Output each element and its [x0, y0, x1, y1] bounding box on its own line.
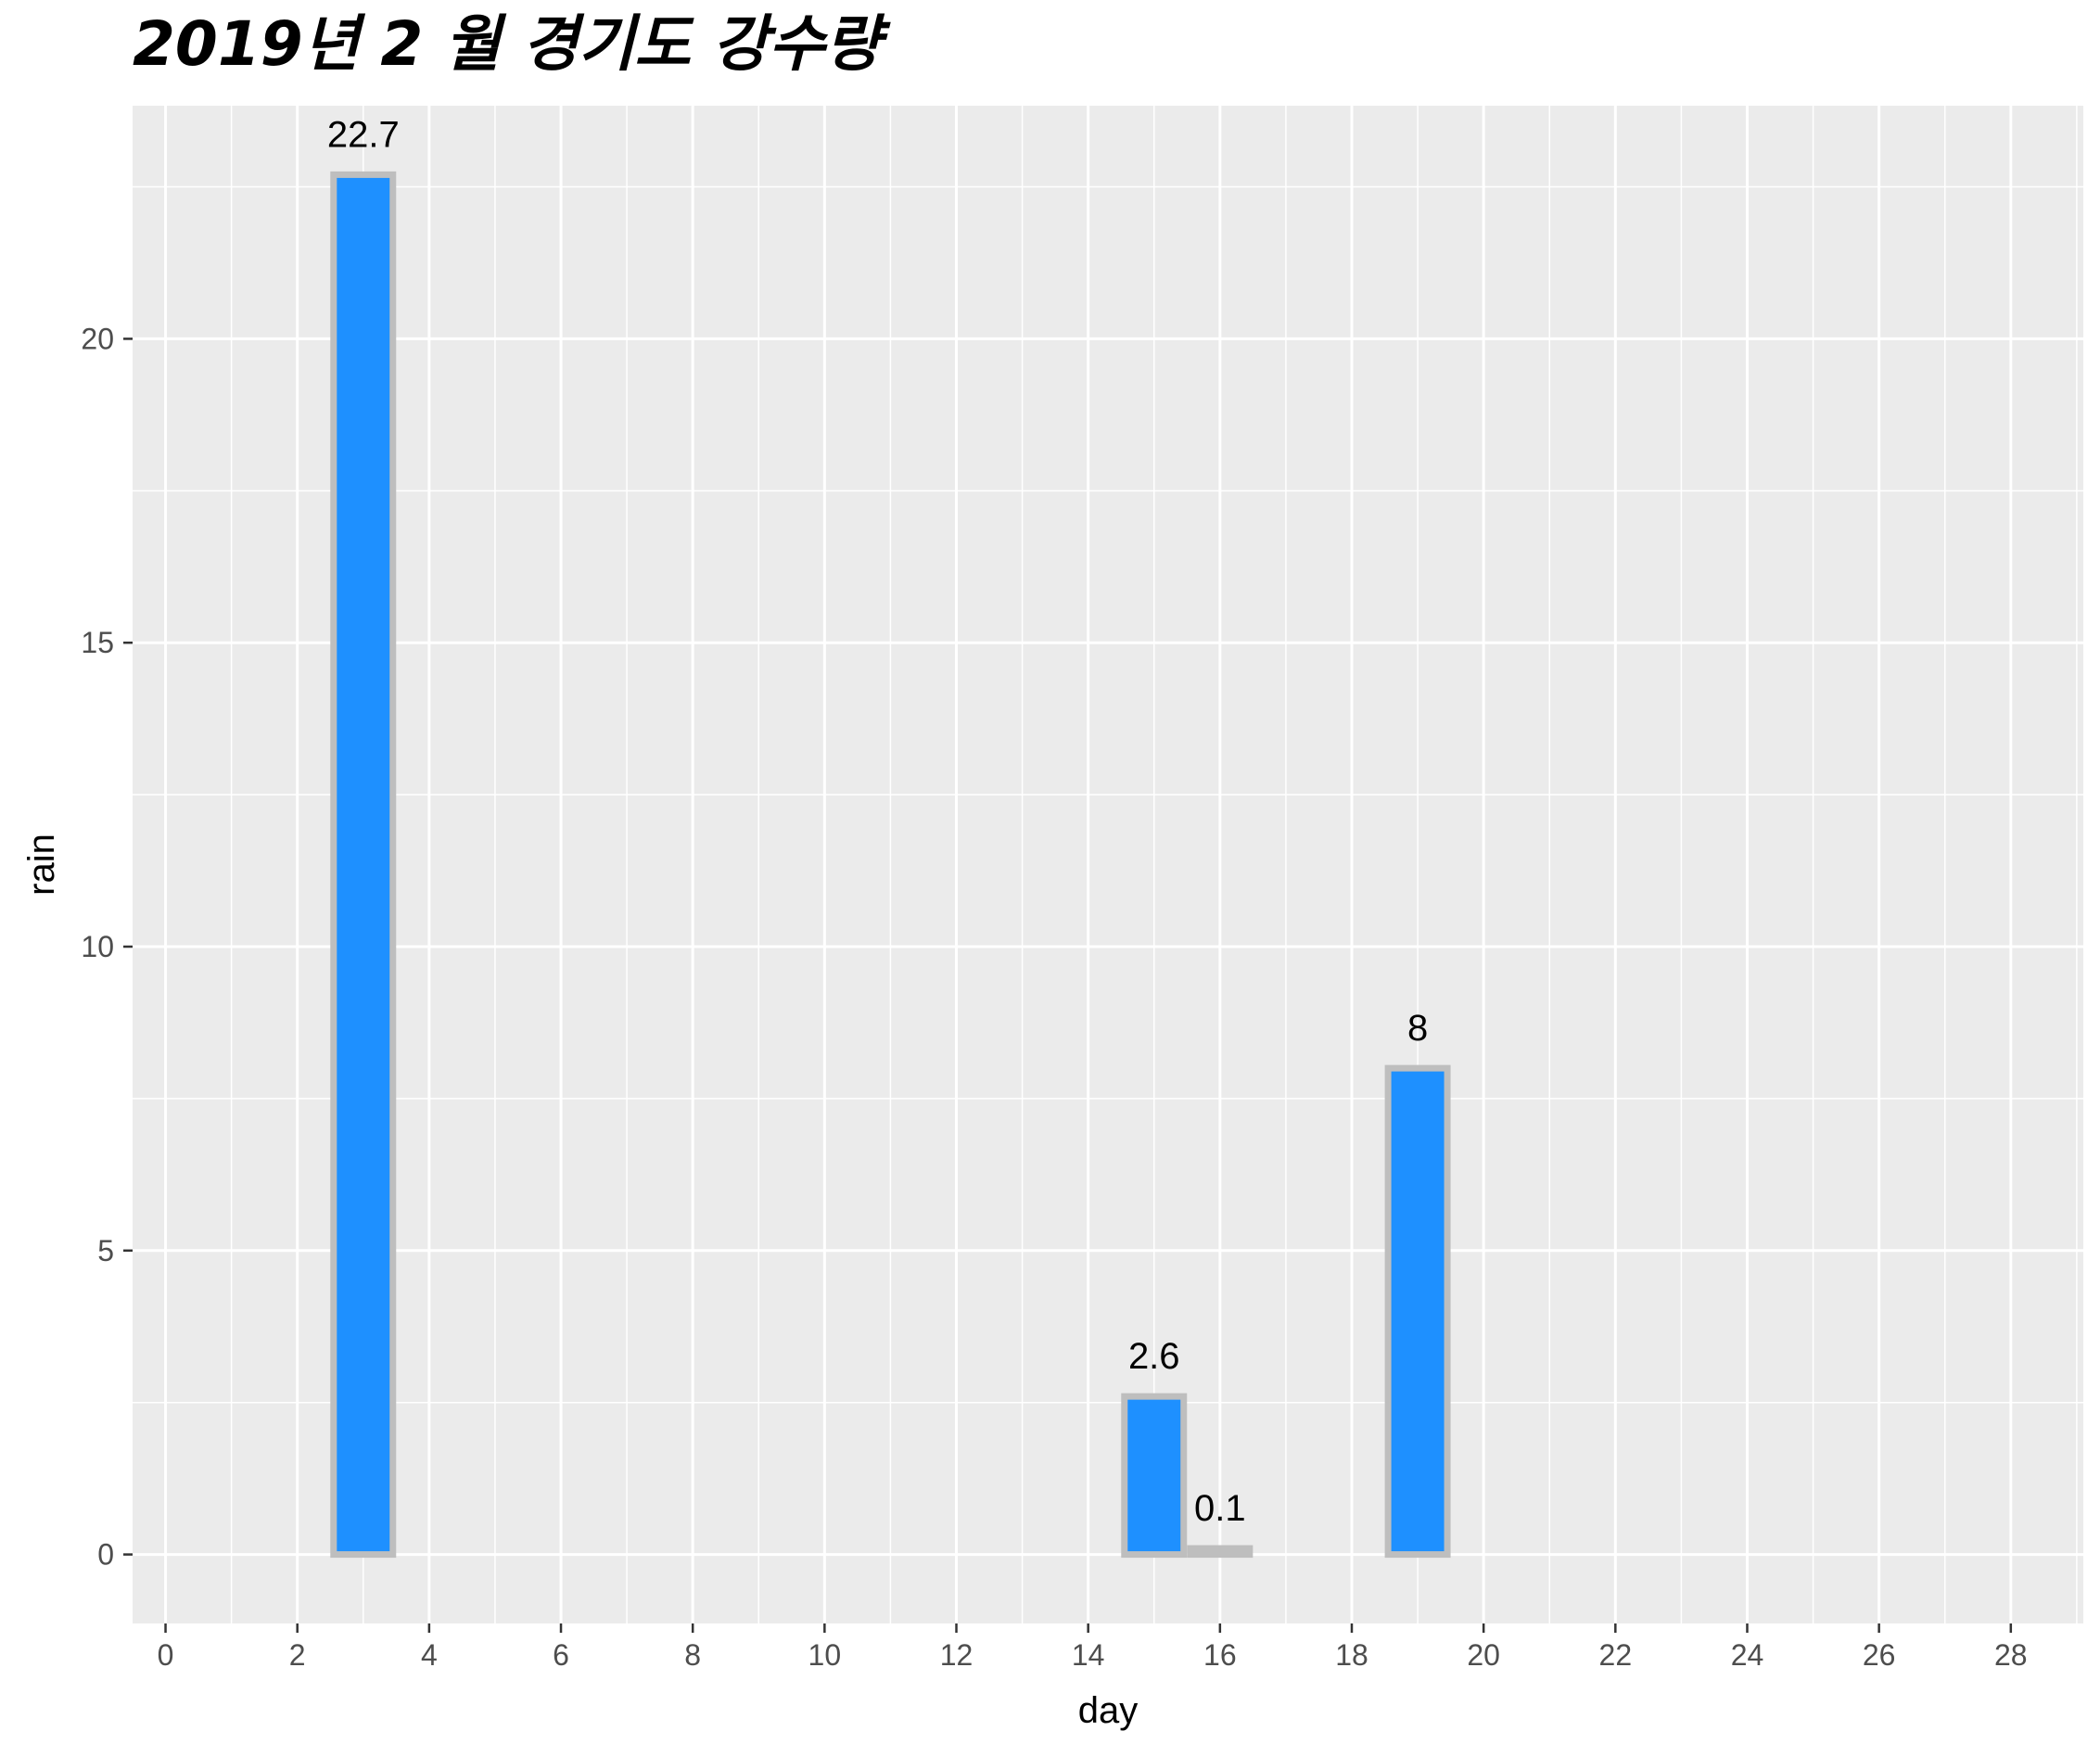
x-tick-label: 14: [1072, 1638, 1105, 1672]
major-gridlines: [133, 106, 2083, 1623]
x-tick-label: 18: [1335, 1638, 1368, 1672]
x-tick-label: 28: [1994, 1638, 2028, 1672]
chart-title: 2019년 2 월 경기도 강수량: [133, 8, 892, 80]
bar-day-15: [1121, 1393, 1188, 1559]
bar-day-3: [330, 171, 397, 1559]
x-tick-label: 8: [684, 1638, 701, 1672]
y-tick-label: 0: [97, 1538, 114, 1572]
x-tick-label: 0: [158, 1638, 174, 1672]
data-label-day-3: 22.7: [327, 114, 400, 155]
y-tick-label: 10: [81, 930, 114, 963]
data-label-day-19: 8: [1407, 1008, 1428, 1049]
x-tick-label: 2: [289, 1638, 306, 1672]
y-axis-title: rain: [21, 834, 62, 896]
x-tick-label: 12: [940, 1638, 974, 1672]
x-axis-title: day: [1078, 1690, 1139, 1731]
bars: [330, 171, 1451, 1559]
minor-gridlines: [133, 106, 2083, 1623]
y-axis: 0 5 10 15 20: [81, 322, 133, 1572]
x-axis: 0 2 4 6 8 10 12 14 16 18 20 22 24 26 28: [158, 1623, 2028, 1672]
y-tick-label: 15: [81, 626, 114, 659]
data-label-day-15: 2.6: [1128, 1336, 1180, 1377]
plot-panel: [133, 106, 2083, 1623]
y-tick-label: 20: [81, 322, 114, 355]
y-tick-label: 5: [97, 1234, 114, 1267]
x-tick-label: 20: [1467, 1638, 1500, 1672]
x-tick-label: 26: [1863, 1638, 1896, 1672]
x-tick-label: 6: [553, 1638, 569, 1672]
x-tick-label: 24: [1731, 1638, 1764, 1672]
bar-day-16: [1187, 1545, 1254, 1559]
x-tick-label: 10: [808, 1638, 842, 1672]
bar-day-19: [1384, 1064, 1451, 1559]
x-tick-label: 4: [421, 1638, 438, 1672]
x-tick-label: 22: [1599, 1638, 1633, 1672]
data-labels: 22.7 2.6 0.1 8: [327, 114, 1428, 1529]
data-label-day-16: 0.1: [1194, 1488, 1246, 1529]
x-tick-label: 16: [1203, 1638, 1237, 1672]
